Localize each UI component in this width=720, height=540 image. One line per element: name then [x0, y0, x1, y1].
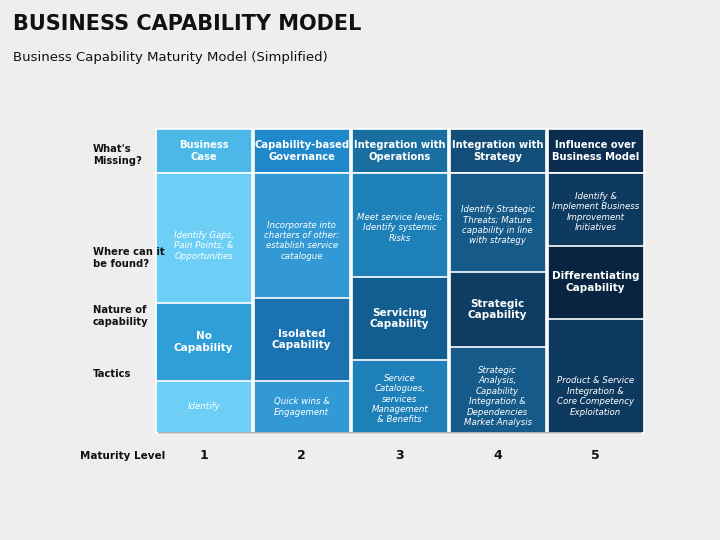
Text: Identify: Identify [187, 402, 220, 411]
Text: Integration with
Operations: Integration with Operations [354, 140, 446, 162]
Bar [548, 246, 644, 319]
Bar [352, 277, 448, 360]
Text: Product & Service
Integration &
Core Competency
Exploitation: Product & Service Integration & Core Com… [557, 376, 634, 416]
Bar [156, 129, 251, 173]
Bar [352, 173, 448, 433]
Bar [352, 129, 448, 173]
Text: 2: 2 [297, 449, 306, 462]
Bar [450, 272, 546, 347]
Text: Business
Case: Business Case [179, 140, 228, 162]
Bar [254, 298, 350, 381]
Text: Strategic
Capability: Strategic Capability [468, 299, 528, 320]
Text: Identify Gaps,
Pain Points, &
Opportunities: Identify Gaps, Pain Points, & Opportunit… [174, 231, 234, 261]
Text: 5: 5 [591, 449, 600, 462]
Text: Integration with
Strategy: Integration with Strategy [452, 140, 544, 162]
Text: Strategic
Analysis,
Capability
Integration &
Dependencies
Market Analysis: Strategic Analysis, Capability Integrati… [464, 366, 532, 427]
Text: Tactics: Tactics [93, 369, 131, 379]
Text: BUSINESS CAPABILITY MODEL: BUSINESS CAPABILITY MODEL [13, 14, 361, 33]
Text: Maturity Level: Maturity Level [81, 451, 166, 461]
Text: Identify &
Implement Business
Improvement
Initiatives: Identify & Implement Business Improvemen… [552, 192, 639, 232]
Bar [548, 129, 644, 173]
Text: 4: 4 [493, 449, 502, 462]
Text: Identify Strategic
Threats; Mature
capability in line
with strategy: Identify Strategic Threats; Mature capab… [461, 205, 535, 245]
Text: 1: 1 [199, 449, 208, 462]
Bar [450, 173, 546, 433]
Text: Influence over
Business Model: Influence over Business Model [552, 140, 639, 162]
Text: Quick wins &
Engagement: Quick wins & Engagement [274, 397, 330, 416]
Text: 3: 3 [395, 449, 404, 462]
Bar [254, 129, 350, 173]
Bar [450, 129, 546, 173]
Text: Business Capability Maturity Model (Simplified): Business Capability Maturity Model (Simp… [13, 51, 328, 64]
Text: Servicing
Capability: Servicing Capability [370, 308, 429, 329]
Bar [254, 173, 350, 433]
Text: Isolated
Capability: Isolated Capability [272, 328, 331, 350]
Text: Capability-based
Governance: Capability-based Governance [254, 140, 349, 162]
Bar [548, 173, 644, 433]
Text: Service
Catalogues,
services
Management
& Benefits: Service Catalogues, services Management … [372, 374, 428, 424]
Bar [156, 173, 251, 433]
Bar [156, 303, 251, 381]
Text: Meet service levels;
Identify systemic
Risks: Meet service levels; Identify systemic R… [357, 213, 442, 242]
Text: Differentiating
Capability: Differentiating Capability [552, 272, 639, 293]
Text: Incorporate into
charters of other:
establish service
catalogue: Incorporate into charters of other: esta… [264, 221, 339, 261]
Text: Nature of
capability: Nature of capability [93, 305, 148, 327]
Text: Where can it
be found?: Where can it be found? [93, 247, 164, 269]
Text: No
Capability: No Capability [174, 331, 233, 353]
Text: What's
Missing?: What's Missing? [93, 144, 142, 166]
